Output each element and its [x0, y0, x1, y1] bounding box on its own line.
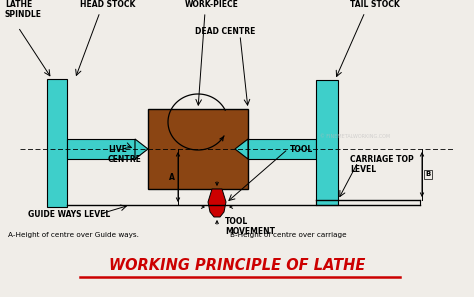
Text: WORKING PRINCIPLE OF LATHE: WORKING PRINCIPLE OF LATHE [109, 257, 365, 273]
Text: TAIL STOCK: TAIL STOCK [350, 0, 400, 9]
Bar [148, 109, 248, 189]
Polygon shape [235, 139, 248, 159]
Bar [316, 80, 338, 205]
Text: TOOL
MOVEMENT: TOOL MOVEMENT [225, 217, 275, 236]
Bar [67, 139, 135, 159]
Text: DEAD CENTRE: DEAD CENTRE [195, 27, 255, 36]
Polygon shape [208, 189, 226, 217]
Text: A-Height of centre over Guide ways.: A-Height of centre over Guide ways. [8, 232, 139, 238]
Text: LATHE
SPINDLE: LATHE SPINDLE [5, 0, 42, 19]
Text: B-Height of centre over carriage: B-Height of centre over carriage [230, 232, 346, 238]
Text: CARRIAGE TOP
LEVEL: CARRIAGE TOP LEVEL [350, 155, 414, 174]
Text: TOOL: TOOL [290, 145, 313, 154]
Bar [47, 79, 67, 207]
Text: HEAD STOCK: HEAD STOCK [80, 0, 136, 9]
Text: B: B [425, 171, 430, 178]
Text: GUIDE WAYS LEVEL: GUIDE WAYS LEVEL [28, 210, 110, 219]
Text: © FINEMETALWORKING.COM: © FINEMETALWORKING.COM [320, 135, 390, 140]
Text: WORK-PIECE: WORK-PIECE [185, 0, 239, 9]
Text: A: A [169, 173, 175, 181]
Text: LIVE
CENTRE: LIVE CENTRE [108, 145, 142, 165]
Bar [248, 139, 316, 159]
Polygon shape [135, 139, 148, 159]
